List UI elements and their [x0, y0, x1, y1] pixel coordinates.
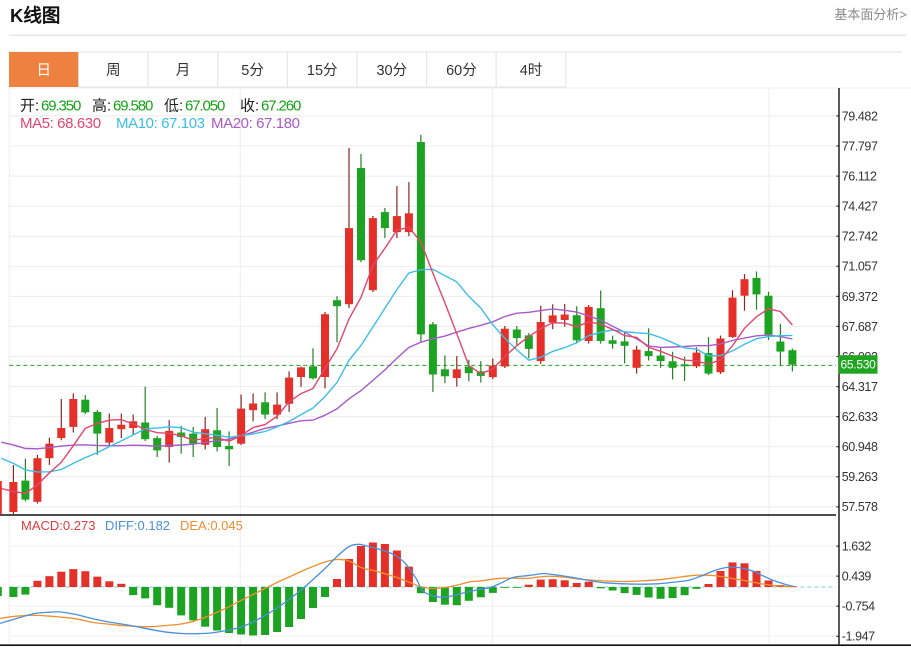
- svg-text:67.050: 67.050: [185, 98, 225, 115]
- svg-text:日: 日: [37, 63, 52, 79]
- svg-text:15分: 15分: [307, 62, 338, 79]
- svg-text:59.263: 59.263: [842, 470, 878, 484]
- svg-text:76.112: 76.112: [842, 170, 877, 184]
- svg-text:MA20: 67.180: MA20: 67.180: [211, 115, 300, 132]
- svg-text:MACD:0.273: MACD:0.273: [21, 518, 95, 533]
- svg-text:MA10: 67.103: MA10: 67.103: [116, 115, 205, 132]
- svg-text:72.742: 72.742: [842, 230, 878, 244]
- svg-text:71.057: 71.057: [842, 260, 878, 274]
- svg-text:收:: 收:: [240, 98, 259, 115]
- svg-text:64.317: 64.317: [842, 380, 878, 394]
- svg-text:79.482: 79.482: [842, 109, 878, 123]
- svg-text:30分: 30分: [376, 62, 407, 79]
- svg-text:周: 周: [106, 63, 121, 79]
- svg-text:DIFF:0.182: DIFF:0.182: [105, 518, 170, 533]
- svg-text:69.372: 69.372: [842, 290, 878, 304]
- svg-text:5分: 5分: [241, 62, 264, 79]
- svg-text:60.948: 60.948: [842, 440, 878, 454]
- svg-text:1.632: 1.632: [842, 540, 872, 554]
- svg-text:74.427: 74.427: [842, 200, 878, 214]
- svg-text:-0.754: -0.754: [842, 600, 875, 614]
- svg-text:开:: 开:: [20, 98, 39, 115]
- svg-text:-1.947: -1.947: [842, 630, 875, 644]
- svg-text:K线图: K线图: [10, 5, 60, 26]
- svg-text:0.439: 0.439: [842, 570, 872, 584]
- svg-text:77.797: 77.797: [842, 139, 878, 153]
- svg-text:65.530: 65.530: [841, 358, 877, 372]
- svg-text:月: 月: [176, 63, 191, 79]
- svg-text:67.687: 67.687: [842, 320, 878, 334]
- svg-text:4时: 4时: [520, 62, 543, 79]
- svg-text:MA5: 68.630: MA5: 68.630: [20, 115, 101, 132]
- svg-text:62.633: 62.633: [842, 410, 878, 424]
- svg-text:60分: 60分: [446, 62, 477, 79]
- svg-text:高:: 高:: [92, 98, 111, 115]
- svg-text:69.350: 69.350: [41, 98, 81, 115]
- svg-text:67.260: 67.260: [261, 98, 301, 115]
- svg-text:基本面分析>: 基本面分析>: [834, 7, 907, 22]
- svg-text:69.580: 69.580: [113, 98, 153, 115]
- svg-text:DEA:0.045: DEA:0.045: [180, 518, 243, 533]
- svg-text:57.578: 57.578: [842, 500, 878, 514]
- svg-text:低:: 低:: [164, 98, 183, 115]
